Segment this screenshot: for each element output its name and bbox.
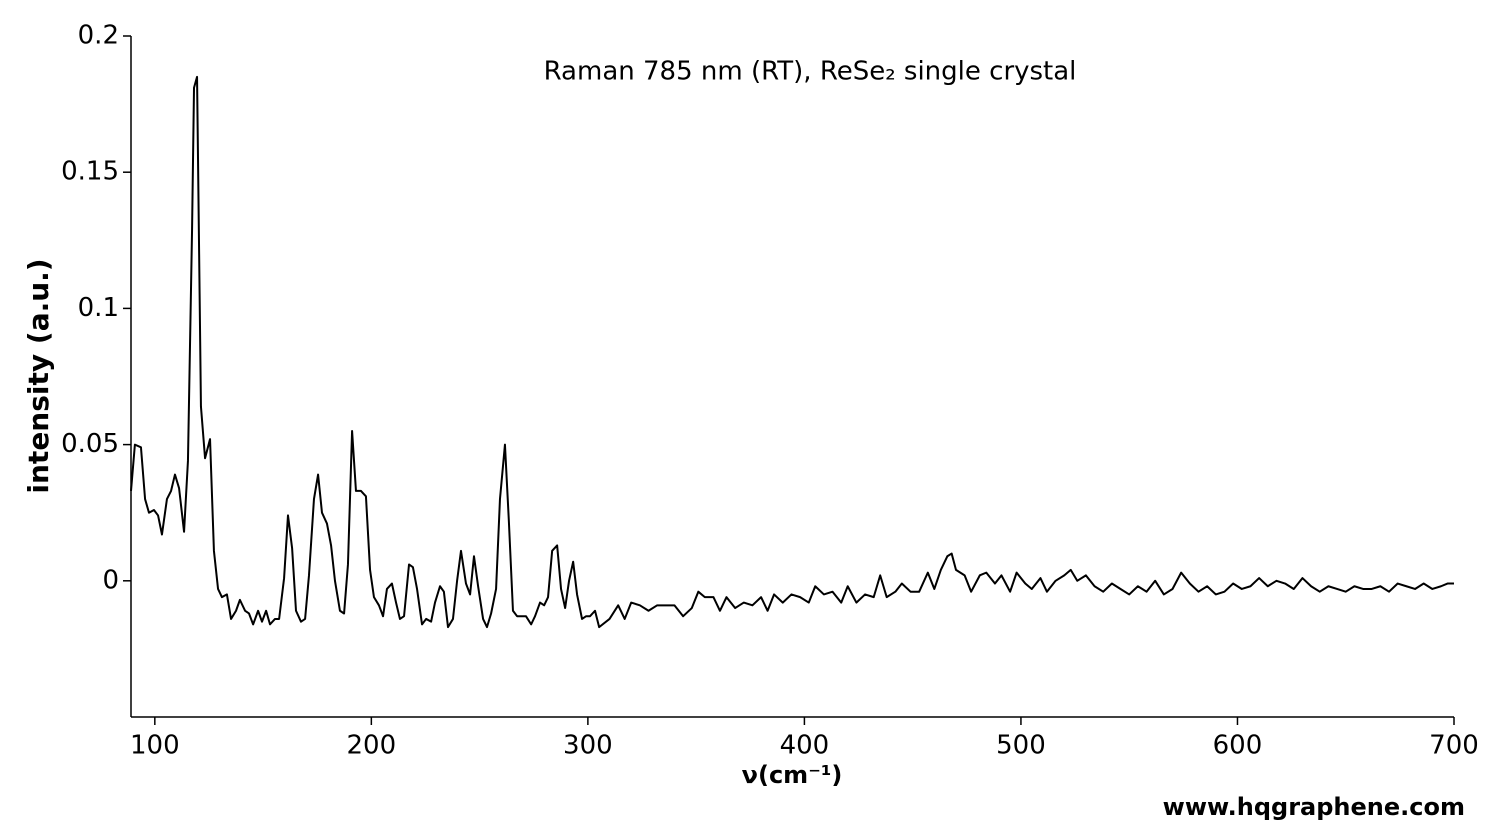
y-axis-label: intensity (a.u.) (22, 258, 55, 493)
chart-title: Raman 785 nm (RT), ReSe₂ single crystal (544, 57, 1077, 87)
y-tick-label: 0.2 (78, 21, 119, 51)
x-tick-label: 300 (563, 731, 613, 761)
y-tick-label: 0.15 (61, 157, 119, 187)
x-tick-label: 700 (1429, 731, 1479, 761)
y-tick-label: 0.05 (61, 429, 119, 459)
x-tick-label: 100 (130, 731, 180, 761)
x-axis-label: ν(cm⁻¹) (742, 761, 843, 789)
x-tick-label: 600 (1213, 731, 1263, 761)
y-tick-label: 0.1 (78, 293, 119, 323)
y-tick-label: 0 (102, 565, 119, 595)
spectrum-line (130, 75, 1454, 629)
x-tick-label: 400 (780, 731, 830, 761)
x-tick-label: 200 (347, 731, 397, 761)
x-tick-label: 500 (996, 731, 1046, 761)
watermark: www.hqgraphene.com (1163, 793, 1465, 821)
